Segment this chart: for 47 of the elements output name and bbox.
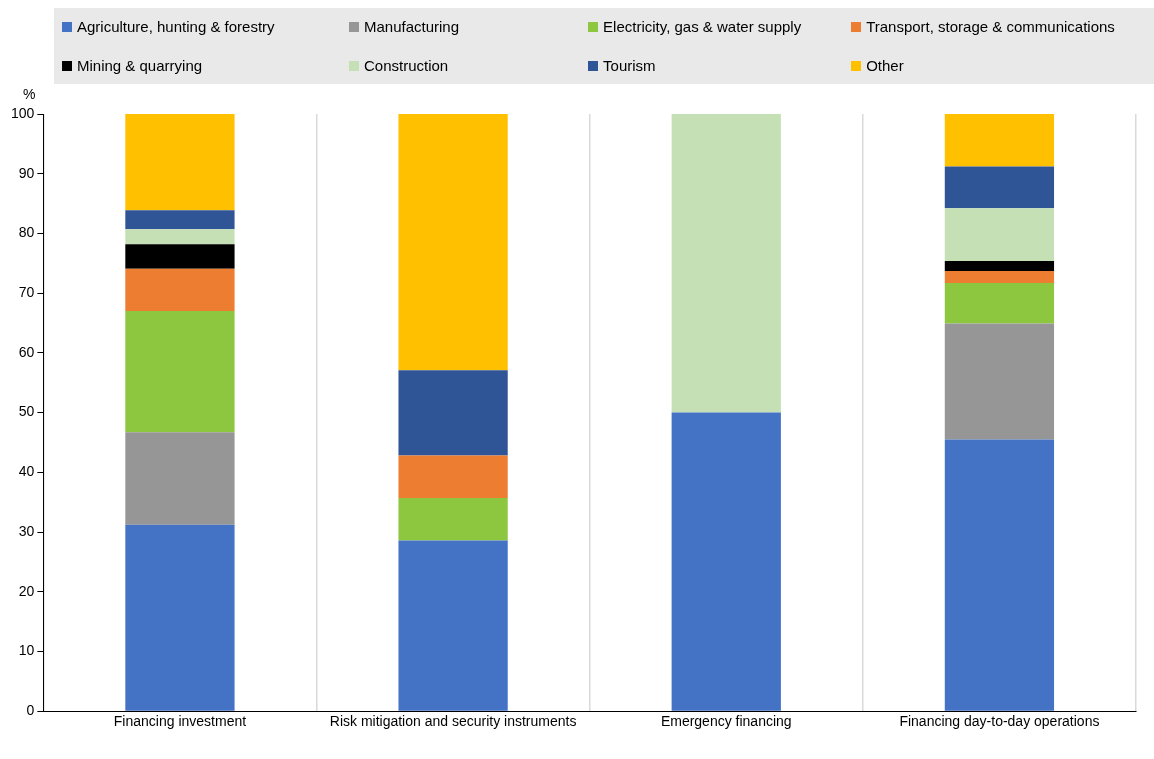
y-tick-label: 30 [18,522,35,539]
bar [125,268,235,312]
x-tick-label: Financing day-to-day operations [899,713,1100,730]
bar [944,271,1055,284]
bar [944,439,1055,711]
bar [125,311,235,433]
bar [398,114,508,371]
legend-label: Mining & quarrying [77,57,203,74]
y-tick-label: 80 [18,224,35,241]
legend-label: Agriculture, hunting & forestry [77,18,275,35]
bar [125,114,235,211]
y-tick-label: 90 [18,164,35,181]
legend-label: Construction [363,57,449,74]
legend-label: Electricity, gas & water supply [603,18,802,35]
legend-label: Tourism [603,57,656,74]
bar [944,166,1055,209]
bar [671,114,781,413]
bar [944,260,1055,272]
bar [125,210,235,230]
bar [944,323,1055,440]
y-tick-label: 50 [18,403,35,420]
bar [944,114,1055,167]
bar [125,229,235,245]
bar [398,455,508,498]
y-tick-label: 10 [18,642,35,659]
y-tick-label: 40 [18,463,35,480]
bar [398,540,508,711]
bar [398,370,508,456]
bar [125,432,235,525]
legend-label: Other [866,57,904,74]
bar [398,498,508,541]
legend-label: Manufacturing [363,18,460,35]
x-tick-label: Risk mitigation and security instruments [329,713,577,730]
x-tick-label: Financing investment [113,713,247,730]
x-tick-label: Emergency financing [660,713,792,730]
bar [944,208,1055,261]
y-tick-label: 20 [18,582,35,599]
y-tick-label: 60 [18,343,35,360]
y-tick-label: 0 [26,702,35,719]
y-axis-title: % [22,85,36,102]
y-tick-label: 70 [18,284,35,301]
bar [944,283,1055,324]
bar [125,244,235,269]
y-tick-label: 100 [11,104,35,121]
bar [671,412,781,711]
bar [125,524,235,711]
legend-label: Transport, storage & communications [866,18,1115,35]
